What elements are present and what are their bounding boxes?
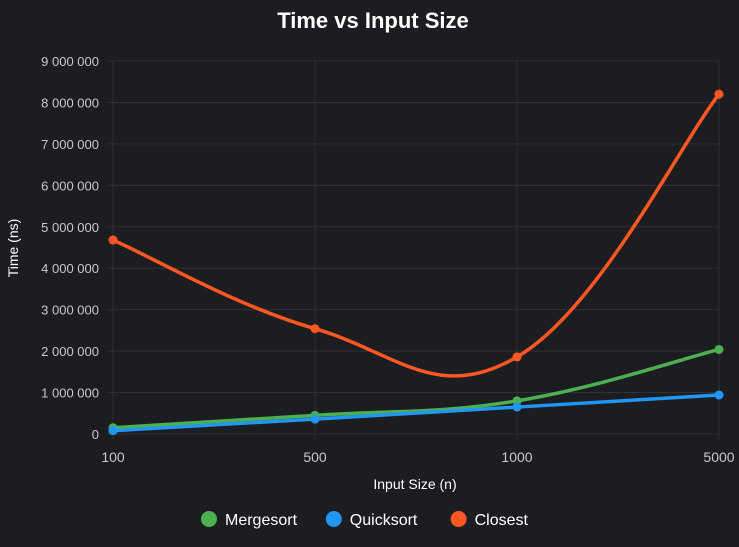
quicksort-point (310, 414, 320, 424)
legend-marker-mergesort (201, 511, 217, 527)
closest-point (512, 352, 522, 362)
legend-marker-quicksort (325, 511, 342, 527)
y-tick-label: 3 000 000 (41, 303, 99, 318)
mergesort-line (111, 347, 721, 430)
quicksort-line (111, 393, 721, 433)
y-tick-label: 7 000 000 (41, 137, 99, 152)
mergesort-point (714, 344, 724, 354)
y-tick-label: 6 000 000 (41, 178, 99, 193)
x-tick-label: 1000 (501, 449, 532, 465)
legend: Mergesort Quicksort Closest (201, 511, 529, 529)
legend-item-mergesort: Mergesort (201, 511, 298, 529)
chart-title: Time vs Input Size (277, 8, 469, 33)
x-axis-label: Input Size (n) (373, 476, 456, 492)
y-axis-label: Time (ns) (5, 219, 21, 278)
legend-item-closest: Closest (450, 511, 529, 529)
series-lines (111, 92, 721, 433)
grid (107, 60, 720, 440)
legend-label-mergesort: Mergesort (225, 512, 298, 529)
legend-label-quicksort: Quicksort (350, 512, 418, 529)
quicksort-point (108, 426, 118, 436)
y-tick-label: 5 000 000 (41, 220, 99, 235)
x-tick-label: 5000 (703, 449, 734, 465)
legend-item-quicksort: Quicksort (325, 511, 418, 529)
closest-point (310, 324, 320, 334)
x-axis: 100 500 1000 5000 (101, 449, 734, 465)
closest-line (111, 92, 721, 378)
quicksort-point (512, 402, 522, 412)
y-tick-label: 2 000 000 (41, 344, 99, 359)
y-tick-label: 1 000 000 (41, 386, 99, 401)
y-axis: 0 1 000 000 2 000 000 3 000 000 4 000 000 5 0… (41, 54, 99, 442)
closest-point (714, 89, 724, 99)
series-points (108, 89, 724, 436)
legend-marker-closest (450, 511, 467, 527)
legend-label-closest: Closest (475, 512, 529, 529)
closest-point (108, 235, 118, 245)
y-tick-label: 8 000 000 (41, 95, 99, 110)
mergesort-point (512, 396, 522, 406)
y-tick-label: 0 (92, 427, 99, 442)
x-tick-label: 500 (303, 449, 327, 465)
y-tick-label: 4 000 000 (41, 261, 99, 276)
x-tick-label: 100 (101, 449, 125, 465)
y-tick-label: 9 000 000 (41, 54, 99, 69)
quicksort-point (714, 390, 724, 400)
